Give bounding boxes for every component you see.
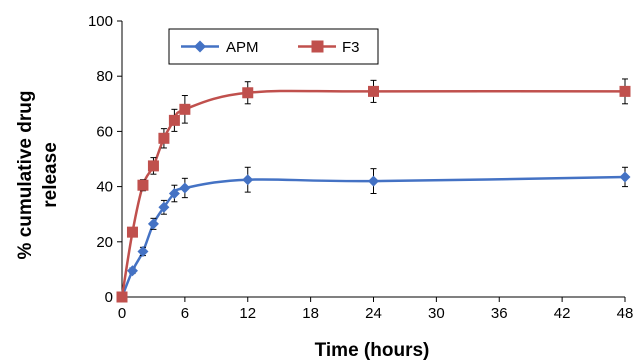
- y-axis-title-line-2: release: [40, 142, 61, 208]
- x-tick-label: 12: [239, 305, 256, 322]
- y-axis-title-line-1: % cumulative drug: [15, 91, 36, 260]
- y-tick-label: 0: [105, 289, 113, 306]
- data-point-apm: [168, 188, 180, 199]
- x-axis-title: Time (hours): [315, 340, 430, 361]
- data-point-f3: [158, 132, 170, 144]
- data-point-f3: [137, 179, 149, 191]
- legend-marker-f3: [311, 40, 324, 53]
- data-point-apm: [126, 265, 138, 277]
- data-point-apm: [137, 245, 149, 257]
- y-tick-label: 100: [88, 13, 113, 30]
- y-tick-label: 60: [96, 123, 113, 140]
- data-point-f3: [147, 160, 159, 172]
- data-point-apm: [242, 174, 254, 186]
- x-tick-label: 36: [491, 305, 508, 322]
- data-point-apm: [619, 171, 631, 183]
- y-axis-title: % cumulative drug release: [15, 91, 61, 260]
- series-f3: [116, 78, 631, 303]
- data-point-f3: [168, 114, 180, 126]
- legend: APM F3: [168, 28, 379, 65]
- x-tick-label: 18: [302, 305, 319, 322]
- series-layer: [116, 78, 631, 303]
- data-point-f3: [179, 103, 191, 115]
- x-tick-label: 24: [365, 305, 382, 322]
- data-point-apm: [158, 201, 170, 213]
- axes: 0 20 40 60 80 100 0 6 12 18 24 30 36 42 48: [88, 13, 633, 322]
- data-point-apm: [179, 182, 191, 194]
- y-tick-label: 40: [96, 179, 113, 196]
- y-tick-label: 80: [96, 68, 113, 85]
- legend-label-f3: F3: [342, 39, 360, 56]
- data-point-f3: [126, 226, 138, 238]
- legend-marker-apm: [194, 40, 206, 53]
- x-tick-label: 6: [181, 305, 189, 322]
- x-tick-label: 48: [617, 305, 634, 322]
- x-tick-label: 42: [554, 305, 571, 322]
- y-tick-label: 20: [96, 234, 113, 251]
- data-point-f3: [242, 87, 254, 99]
- legend-label-apm: APM: [226, 39, 259, 56]
- x-tick-label: 0: [118, 305, 126, 322]
- data-point-f3: [116, 291, 128, 303]
- data-point-f3: [368, 85, 379, 97]
- x-tick-label: 30: [428, 305, 445, 322]
- data-point-apm: [368, 175, 379, 187]
- series-line-apm: [120, 175, 626, 298]
- data-point-apm: [147, 218, 159, 230]
- legend-box: [168, 28, 379, 65]
- data-point-f3: [619, 85, 631, 97]
- series-apm: [116, 166, 631, 303]
